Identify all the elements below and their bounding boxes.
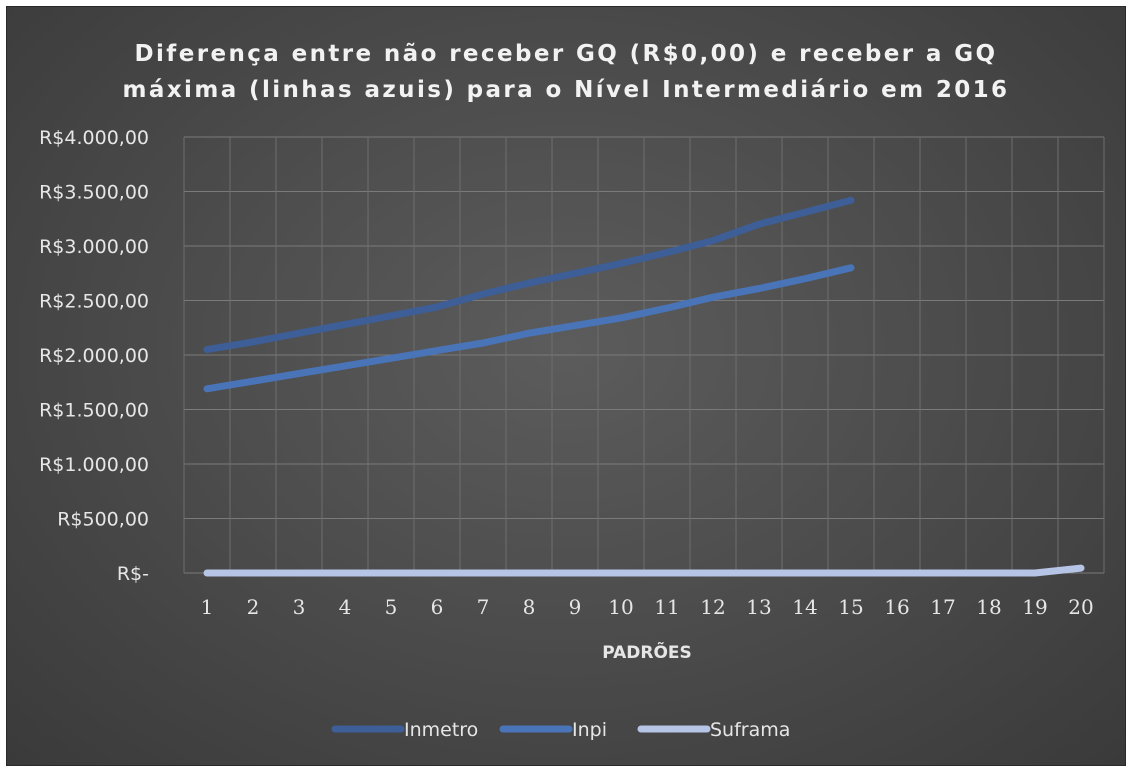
x-tick-label: 4 (339, 595, 352, 619)
legend-item-suframa: Suframa (641, 719, 790, 741)
x-tick-label: 19 (1022, 595, 1047, 619)
y-tick-label: R$3.000,00 (39, 236, 149, 258)
x-tick-label: 1 (201, 595, 214, 619)
x-tick-label: 7 (477, 595, 490, 619)
y-tick-label: R$500,00 (57, 509, 149, 531)
y-tick-label: R$2.500,00 (39, 291, 149, 313)
legend-label: Suframa (710, 719, 790, 741)
chart-title-line-1: Diferença entre não receber GQ (R$0,00) … (135, 41, 998, 67)
x-axis-tick-labels: 1234567891011121314151617181920 (201, 595, 1094, 619)
x-tick-label: 5 (385, 595, 398, 619)
legend-item-inpi: Inpi (503, 719, 607, 741)
y-tick-label: R$1.500,00 (39, 400, 149, 422)
gridlines (184, 137, 1104, 573)
x-tick-label: 8 (523, 595, 536, 619)
chart-title-line-2: máxima (linhas azuis) para o Nível Inter… (123, 77, 1010, 103)
y-axis-tick-labels: R$- R$500,00 R$1.000,00 R$1.500,00 R$2.000,0… (39, 127, 149, 585)
y-tick-label: R$1.000,00 (39, 454, 149, 476)
line-chart: Diferença entre não receber GQ (R$0,00) … (7, 7, 1125, 765)
y-tick-label: R$3.500,00 (39, 182, 149, 204)
y-tick-label: R$2.000,00 (39, 345, 149, 367)
x-tick-label: 16 (884, 595, 909, 619)
legend-label: Inpi (572, 719, 607, 741)
x-tick-label: 6 (431, 595, 444, 619)
x-tick-label: 15 (838, 595, 863, 619)
series-line-inmetro (207, 200, 851, 349)
x-tick-label: 18 (976, 595, 1001, 619)
x-tick-label: 9 (569, 595, 582, 619)
x-tick-label: 20 (1068, 595, 1093, 619)
legend: Inmetro Inpi Suframa (335, 719, 790, 741)
x-tick-label: 10 (608, 595, 633, 619)
chart-area: Diferença entre não receber GQ (R$0,00) … (6, 6, 1126, 766)
x-tick-label: 11 (654, 595, 679, 619)
x-tick-label: 2 (247, 595, 260, 619)
x-tick-label: 14 (792, 595, 817, 619)
x-tick-label: 3 (293, 595, 306, 619)
y-tick-label: R$- (117, 563, 149, 585)
x-axis-label: PADRÕES (602, 640, 692, 663)
x-tick-label: 12 (700, 595, 725, 619)
x-tick-label: 17 (930, 595, 955, 619)
y-tick-label: R$4.000,00 (39, 127, 149, 149)
legend-label: Inmetro (404, 719, 478, 741)
chart-title: Diferença entre não receber GQ (R$0,00) … (123, 41, 1010, 103)
legend-item-inmetro: Inmetro (335, 719, 478, 741)
x-tick-label: 13 (746, 595, 771, 619)
